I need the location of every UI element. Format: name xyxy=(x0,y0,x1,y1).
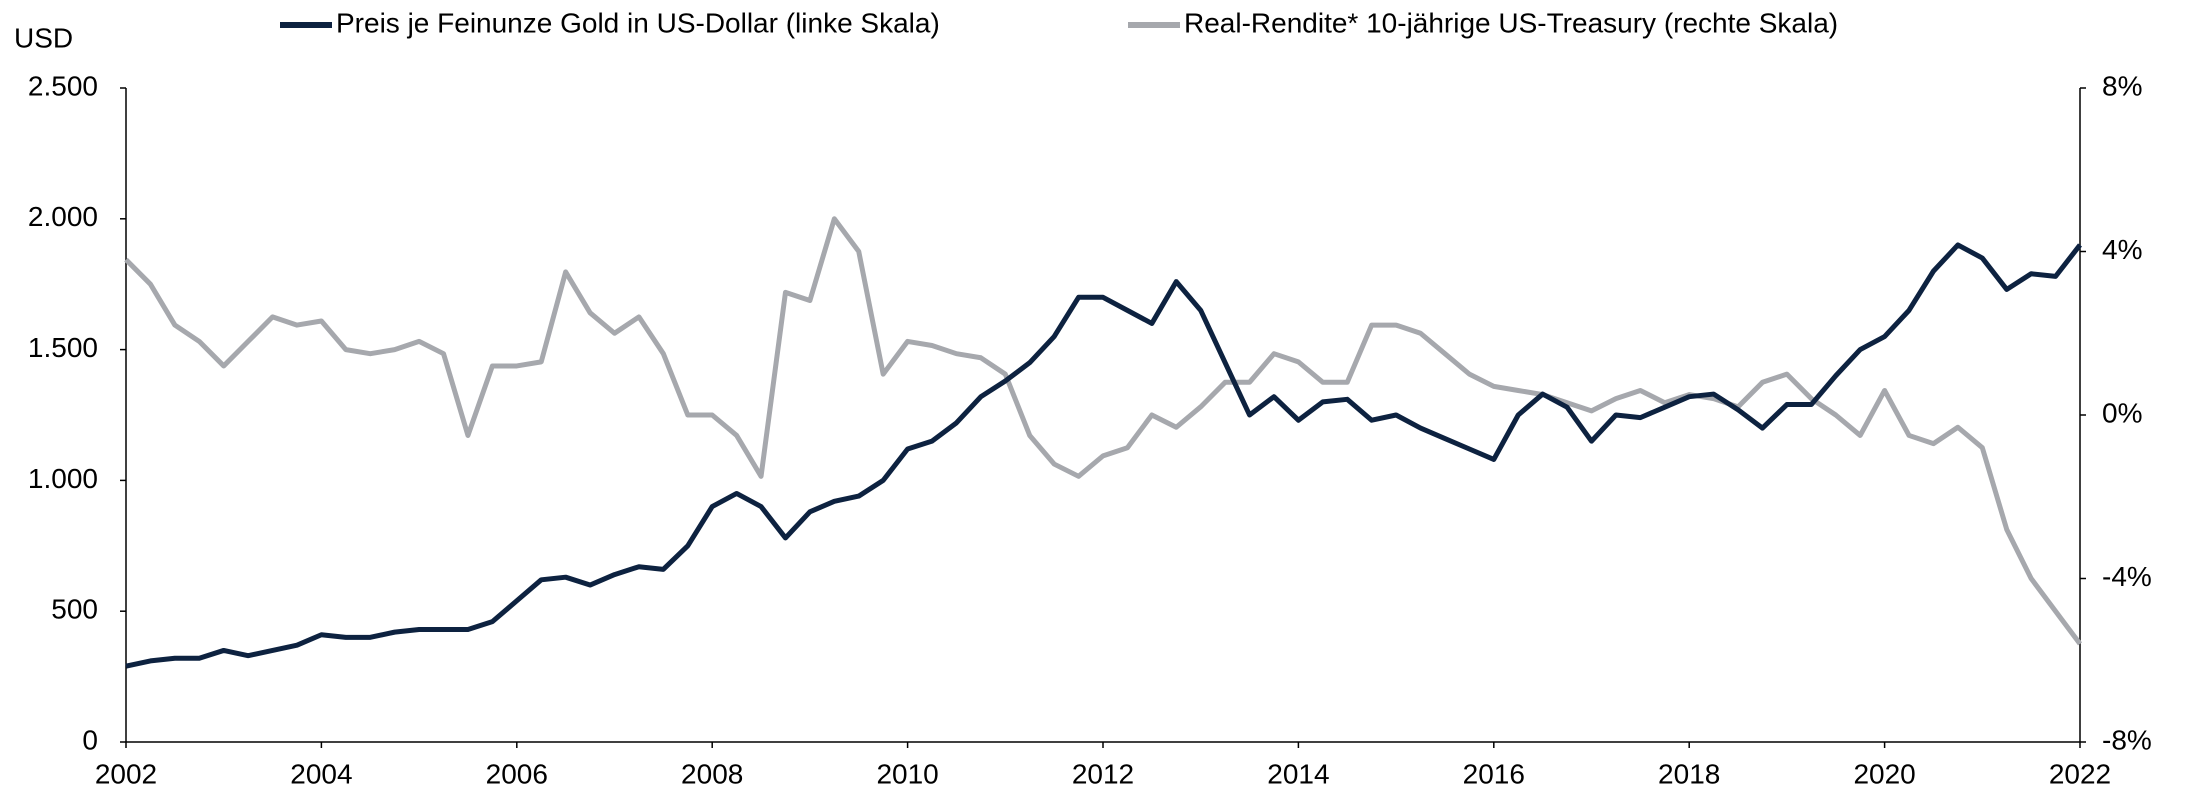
x-tick-label: 2016 xyxy=(1463,758,1525,789)
legend-label: Preis je Feinunze Gold in US-Dollar (lin… xyxy=(336,7,940,38)
x-tick-label: 2020 xyxy=(1853,758,1915,789)
x-tick-label: 2012 xyxy=(1072,758,1134,789)
series-line xyxy=(124,216,2083,646)
y2-tick-label: -4% xyxy=(2102,561,2152,592)
y2-tick-label: 8% xyxy=(2102,70,2142,101)
x-tick-label: 2008 xyxy=(681,758,743,789)
y-tick-label: 2.500 xyxy=(28,70,98,101)
x-tick-label: 2004 xyxy=(290,758,352,789)
y-tick-label: 1.500 xyxy=(28,332,98,363)
legend-label: Real-Rendite* 10-jährige US-Treasury (re… xyxy=(1184,7,1838,38)
y2-tick-label: 0% xyxy=(2102,397,2142,428)
y-tick-label: 1.000 xyxy=(28,463,98,494)
y-tick-label: 2.000 xyxy=(28,201,98,232)
x-tick-label: 2018 xyxy=(1658,758,1720,789)
x-tick-label: 2006 xyxy=(486,758,548,789)
y-tick-label: 500 xyxy=(51,594,98,625)
y-tick-label: 0 xyxy=(82,724,98,755)
x-tick-label: 2002 xyxy=(95,758,157,789)
x-tick-label: 2014 xyxy=(1267,758,1329,789)
x-tick-label: 2010 xyxy=(876,758,938,789)
y2-tick-label: 4% xyxy=(2102,234,2142,265)
y2-tick-label: -8% xyxy=(2102,724,2152,755)
y-axis-label: USD xyxy=(14,22,73,53)
series-line xyxy=(125,242,2082,669)
x-tick-label: 2022 xyxy=(2049,758,2111,789)
